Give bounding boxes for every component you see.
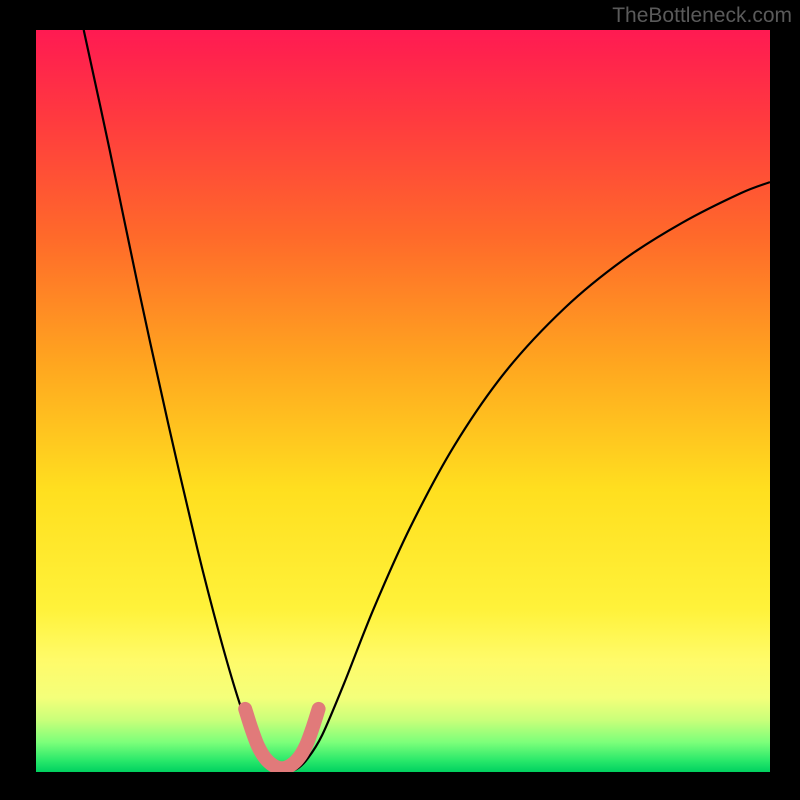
watermark-label: TheBottleneck.com (612, 4, 792, 28)
plot-background (36, 30, 770, 772)
chart-container: TheBottleneck.com (0, 0, 800, 800)
chart-svg (0, 0, 800, 800)
